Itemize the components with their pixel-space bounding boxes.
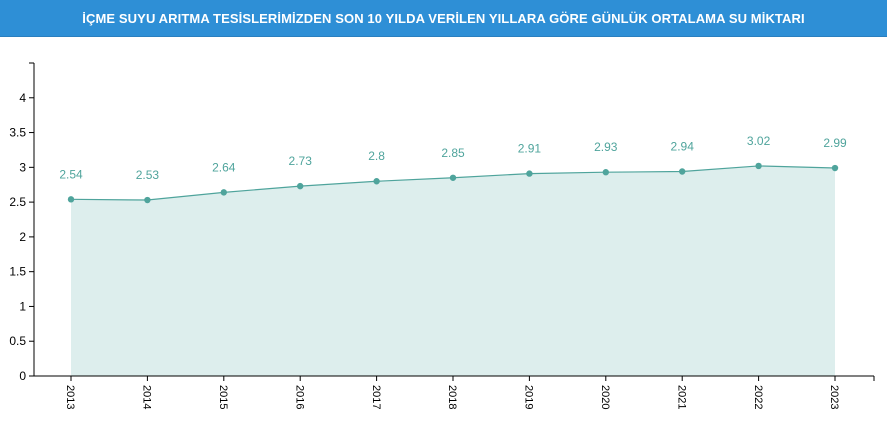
y-tick-label: 3 <box>19 160 26 174</box>
x-tick-label: 2018 <box>446 385 458 409</box>
data-point <box>449 174 457 181</box>
y-tick-label: 0 <box>19 369 26 383</box>
chart-header: İÇME SUYU ARITMA TESİSLERİMİZDEN SON 10 … <box>0 0 887 37</box>
data-label: 3.02 <box>747 134 771 148</box>
y-tick-label: 0.5 <box>9 334 26 348</box>
x-tick-label: 2014 <box>141 385 153 409</box>
x-tick-label: 2017 <box>370 385 382 409</box>
x-tick-label: 2015 <box>217 385 229 409</box>
data-point <box>526 170 533 177</box>
data-point <box>373 178 380 185</box>
y-tick-label: 4 <box>19 91 26 105</box>
data-label: 2.8 <box>368 149 385 163</box>
y-tick-label: 1.5 <box>9 265 26 279</box>
data-point <box>679 168 686 175</box>
y-tick-label: 2.5 <box>9 195 26 209</box>
x-tick-label: 2022 <box>752 385 764 409</box>
data-label: 2.99 <box>823 136 847 150</box>
chart-title: İÇME SUYU ARITMA TESİSLERİMİZDEN SON 10 … <box>82 10 805 26</box>
data-label: 2.53 <box>136 168 160 182</box>
x-tick-label: 2023 <box>828 385 840 409</box>
data-point <box>831 164 839 172</box>
data-point <box>297 182 304 190</box>
data-label: 2.91 <box>518 142 542 156</box>
y-tick-label: 3.5 <box>9 126 26 140</box>
data-label: 2.73 <box>289 154 313 168</box>
data-label: 2.94 <box>671 140 695 154</box>
x-tick-label: 2013 <box>64 385 76 409</box>
data-label: 2.93 <box>594 140 618 154</box>
data-point <box>67 196 75 203</box>
x-tick-label: 2019 <box>523 385 535 409</box>
data-point <box>220 189 227 196</box>
data-point <box>755 162 762 170</box>
data-label: 2.85 <box>441 146 465 160</box>
chart-area: 0 0.5 1 1.5 2 2.5 3 3.5 4 2013 2014 2015 2016 2017 201… <box>0 37 887 433</box>
data-label: 2.54 <box>59 167 83 181</box>
x-tick-label: 2016 <box>293 385 305 409</box>
x-tick-label: 2020 <box>599 385 611 409</box>
data-point <box>602 169 609 176</box>
x-tick-label: 2021 <box>675 385 687 409</box>
y-tick-label: 2 <box>19 230 26 244</box>
data-label: 2.64 <box>212 160 236 174</box>
data-point <box>144 196 151 204</box>
series-area <box>71 165 835 376</box>
y-tick-label: 1 <box>19 299 26 313</box>
